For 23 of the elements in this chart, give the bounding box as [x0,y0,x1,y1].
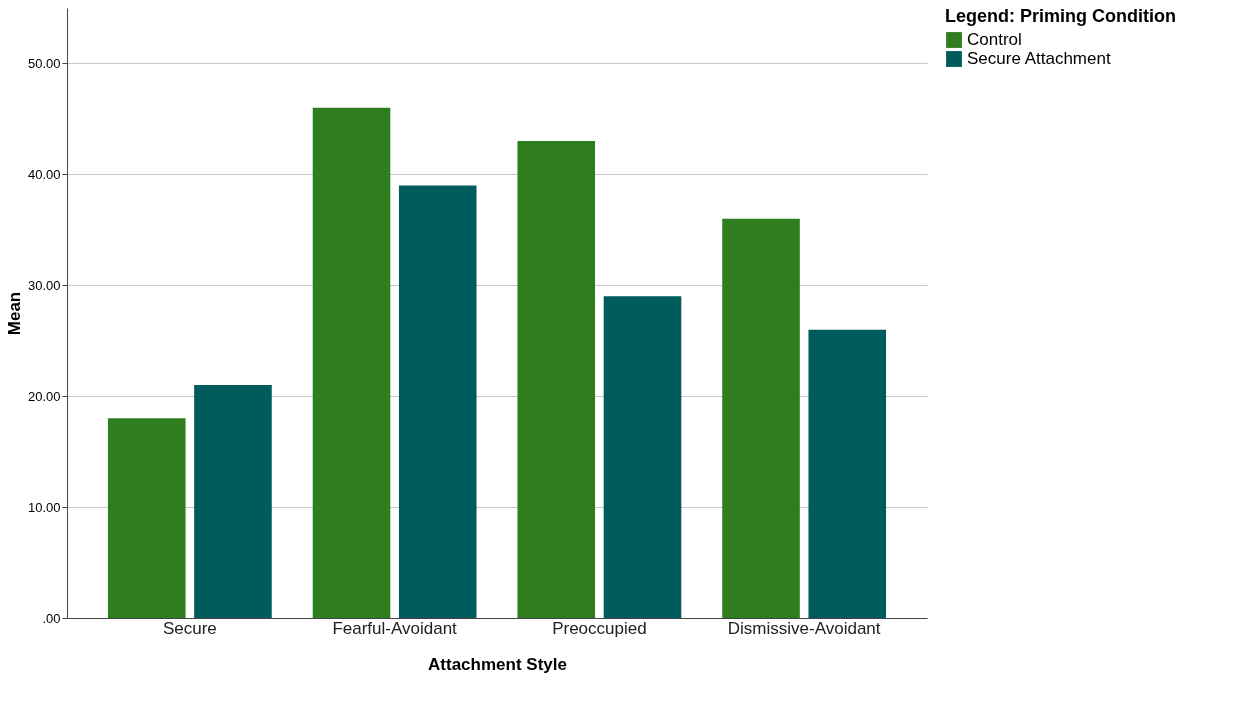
y-tick-label: 10.00 [27,499,61,515]
y-tick-label: 20.00 [27,388,61,404]
legend-title: Legend: Priming Condition [945,6,1176,26]
y-tick-label: 40.00 [27,166,61,182]
bar [808,329,887,618]
y-tick-label: 30.00 [27,277,61,293]
y-axis-title: Mean [4,291,24,336]
x-tick-label: Secure [162,618,217,638]
y-tick-label: .00 [42,610,61,626]
x-tick-label: Preoccupied [552,618,647,638]
bar [603,296,682,618]
bar [194,385,272,618]
bar [517,141,596,618]
y-tick-label: 50.00 [27,55,61,71]
legend-label: Control [967,30,1022,49]
x-tick-label: Dismissive-Avoidant [727,618,881,638]
bar [312,107,391,618]
legend-label: Secure Attachment [967,49,1111,68]
bar [107,418,186,618]
bar [722,218,800,618]
bar [398,185,477,618]
x-tick-label: Fearful-Avoidant [332,618,458,638]
x-axis-title: Attachment Style [428,654,567,674]
